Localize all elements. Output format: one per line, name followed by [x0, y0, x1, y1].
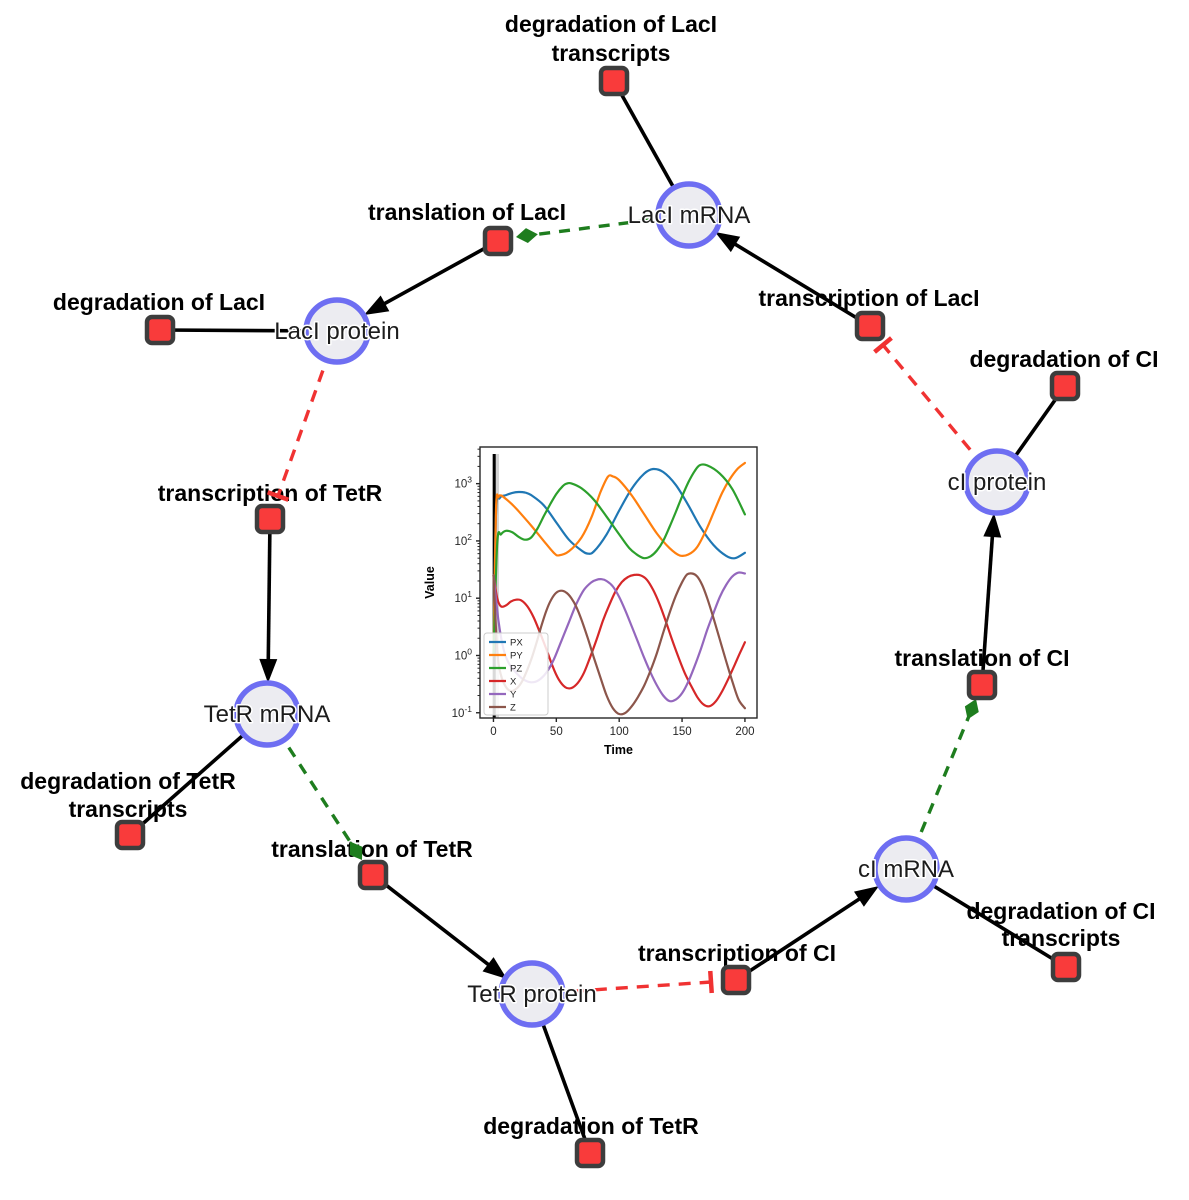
species-label-tetr-protein: TetR protein	[467, 981, 596, 1008]
x-tick-label: 200	[735, 726, 754, 738]
edge-ci-protein-inhibits-tx-laci-tbar	[873, 336, 893, 354]
reaction-node-degradation-of-tetr[interactable]	[574, 1137, 606, 1169]
reaction-label-degradation-of-tetr-transcripts: degradation of TetR	[20, 768, 236, 794]
inset-timeseries-chart: 0 50 100 150 20010-1100101102103TimeValuePXP…	[423, 435, 771, 764]
reaction-node-degradation-of-laci-transcripts[interactable]	[598, 65, 630, 97]
reaction-label-transcription-of-ci: transcription of CI	[638, 940, 836, 966]
species-labels: LacI mRNA LacI protein TetR mRNA TetR prote…	[202, 201, 1048, 1010]
reaction-label-degradation-of-ci: degradation of CI	[969, 346, 1158, 372]
chart-background	[432, 435, 771, 764]
y-tick-label: 103	[454, 475, 472, 491]
edge-laci-mrna-to-translation-diamond-arrowhead	[516, 228, 538, 244]
x-tick-label: 100	[610, 726, 629, 738]
chart-legend: PX PY PZ XYZ	[483, 632, 549, 716]
edge-translation-to-tetr-protein	[371, 873, 499, 974]
reaction-label-transcription-of-tetr: transcription of TetR	[158, 480, 383, 506]
edge-translation-to-ci-protein	[980, 524, 995, 686]
edge-tx-laci-to-laci-mrna-arrowhead	[715, 232, 741, 253]
legend-label-X: X	[510, 677, 517, 688]
reaction-nodes	[114, 65, 1082, 1169]
species-nodes	[233, 181, 1031, 1028]
edge-tx-tetr-to-tetr-mrna-arrowhead	[259, 658, 278, 683]
edge-translation-to-ci-protein-arrowhead	[983, 513, 1002, 538]
reaction-node-transcription-of-laci[interactable]	[854, 310, 886, 342]
legend-label-Z: Z	[510, 703, 516, 714]
species-label-laci-mrna: LacI mRNA	[628, 202, 751, 229]
chart-series	[492, 461, 746, 716]
chart-series-PY	[492, 461, 746, 657]
reaction-label-degradation-of-tetr: degradation of TetR	[483, 1113, 699, 1139]
reaction-node-translation-of-laci[interactable]	[482, 225, 514, 257]
legend-label-Y: Y	[510, 690, 517, 701]
species-node-laci-mrna[interactable]	[655, 181, 723, 249]
edge-ci-mrna-to-translation-diamond-arrowhead	[964, 699, 979, 720]
reaction-label-translation-of-tetr: translation of TetR	[271, 836, 473, 862]
edge-tx-ci-to-ci-mrna	[735, 891, 870, 982]
legend-label-PX: PX	[510, 638, 523, 649]
species-node-ci-protein[interactable]	[963, 448, 1031, 516]
reaction-label-degradation-of-laci-transcripts: transcripts	[552, 40, 671, 66]
species-node-tetr-protein[interactable]	[498, 960, 566, 1028]
reaction-label-translation-of-laci: translation of LacI	[368, 199, 566, 225]
y-tick-label: 101	[454, 589, 472, 605]
reaction-node-degradation-of-tetr-transcripts[interactable]	[114, 819, 146, 851]
reaction-node-degradation-of-ci-transcripts[interactable]	[1050, 951, 1082, 983]
edge-tetr-mrna-to-translation-diamond-arrowhead	[349, 841, 363, 860]
edge-tetr-protein-inhibits-tx-ci-tbar	[708, 970, 714, 994]
reaction-label-degradation-of-tetr-transcripts: transcripts	[69, 796, 188, 822]
species-label-laci-protein: LacI protein	[274, 318, 399, 345]
edge-translation-to-laci-protein-arrowhead	[364, 295, 390, 315]
reaction-node-transcription-of-ci[interactable]	[720, 964, 752, 996]
x-tick-label: 50	[550, 726, 563, 738]
chart-xlabel: Time	[604, 743, 633, 757]
edge-laci-protein-inhibits-tx-tetr-tbar	[266, 490, 290, 502]
chart-series-PZ	[492, 463, 746, 657]
species-node-ci-mrna[interactable]	[872, 835, 940, 903]
reaction-node-translation-of-ci[interactable]	[966, 669, 998, 701]
x-tick-label: 0	[490, 726, 496, 738]
y-tick-label: 100	[454, 646, 472, 662]
reaction-label-transcription-of-laci: transcription of LacI	[758, 285, 979, 311]
legend-label-PZ: PZ	[510, 664, 522, 675]
species-label-tetr-mrna: TetR mRNA	[204, 701, 331, 728]
x-tick-label: 150	[672, 726, 691, 738]
species-label-ci-mrna: cI mRNA	[858, 856, 954, 883]
chart-series-PX	[492, 467, 746, 657]
species-node-tetr-mrna[interactable]	[233, 680, 301, 748]
edge-translation-to-tetr-protein-arrowhead	[482, 957, 507, 979]
y-tick-label: 10-1	[452, 704, 473, 720]
reaction-labels: degradation of LacI transcripts translatio…	[18, 9, 1160, 1141]
species-label-ci-protein: cI protein	[948, 469, 1047, 496]
reaction-node-transcription-of-tetr[interactable]	[254, 503, 286, 535]
reaction-node-degradation-of-laci[interactable]	[144, 314, 176, 346]
edge-tx-tetr-to-tetr-mrna	[266, 518, 272, 672]
edge-tx-ci-to-ci-mrna-arrowhead	[854, 886, 879, 907]
reaction-label-degradation-of-laci-transcripts: degradation of LacI	[505, 11, 717, 37]
reaction-node-translation-of-tetr[interactable]	[357, 859, 389, 891]
reaction-node-degradation-of-ci[interactable]	[1049, 370, 1081, 402]
reaction-label-degradation-of-ci-transcripts: degradation of CI	[966, 898, 1155, 924]
edge-translation-to-laci-protein	[373, 239, 499, 311]
edge-tx-laci-to-laci-mrna	[724, 236, 871, 328]
legend-label-PY: PY	[510, 651, 523, 662]
reaction-label-degradation-of-laci: degradation of LacI	[53, 289, 265, 315]
y-tick-label: 102	[454, 532, 472, 548]
chart-ylabel: Value	[423, 566, 437, 599]
reaction-label-degradation-of-ci-transcripts: transcripts	[1002, 925, 1121, 951]
species-node-laci-protein[interactable]	[303, 297, 371, 365]
